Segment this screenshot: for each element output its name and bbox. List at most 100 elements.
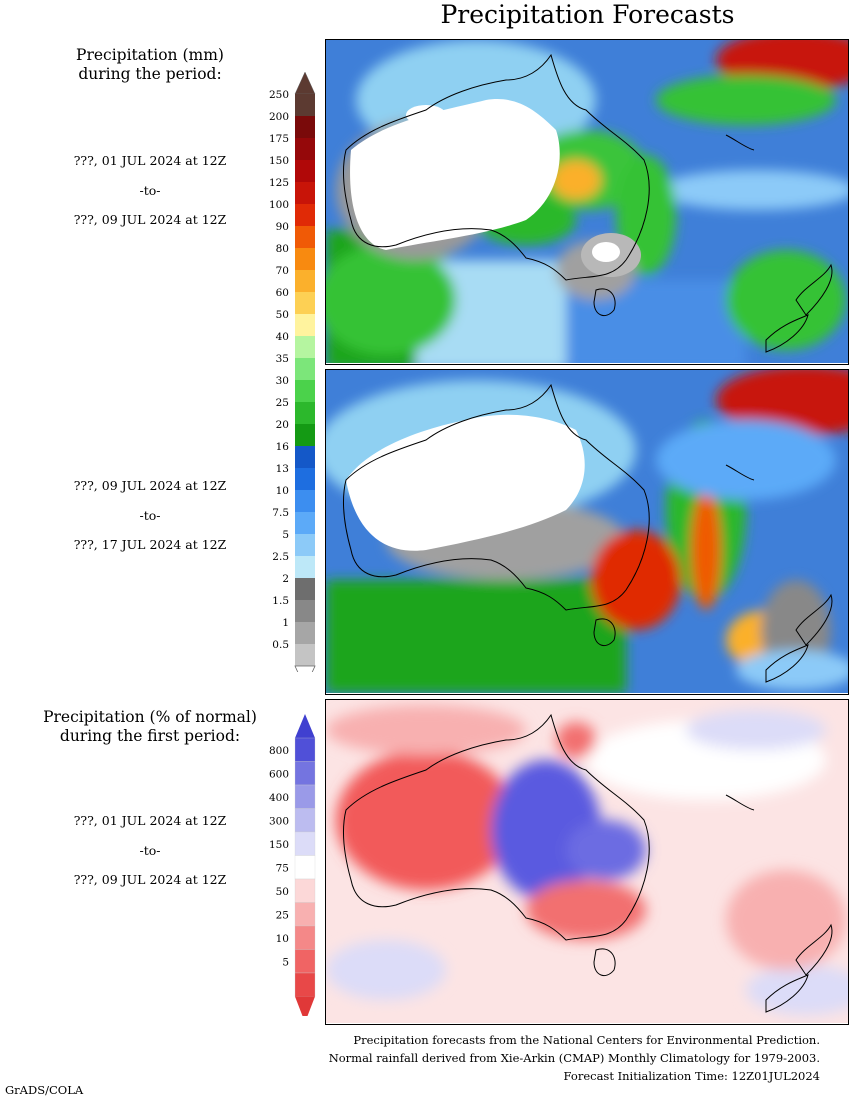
- amount-colorbar-segment: [295, 160, 315, 182]
- amount-colorbar-tick-label: 40: [276, 331, 289, 343]
- amount-colorbar-tick-label: 60: [276, 287, 289, 299]
- amount-colorbar-segment: [295, 556, 315, 578]
- percent-colorbar-tick-label: 5: [282, 956, 289, 968]
- percent-colorbar-tick-label: 10: [276, 933, 289, 945]
- amount-colorbar-segment: [295, 292, 315, 314]
- amount-colorbar-tick-label: 2.5: [272, 551, 289, 563]
- period1-start: ???, 01 JUL 2024 at 12Z: [73, 153, 227, 168]
- footnote-init-time: Forecast Initialization Time: 12Z01JUL20…: [563, 1069, 820, 1083]
- period2-start: ???, 09 JUL 2024 at 12Z: [73, 478, 227, 493]
- amount-colorbar-segment: [295, 424, 315, 446]
- amount-colorbar-segment: [295, 512, 315, 534]
- amount-colorbar-tick-label: 50: [276, 309, 289, 321]
- period2-separator: -to-: [139, 508, 161, 523]
- percent-period-start: ???, 01 JUL 2024 at 12Z: [73, 813, 227, 828]
- amount-colorbar-segment: [295, 248, 315, 270]
- percent-colorbar-segment: [294, 761, 316, 786]
- amount-colorbar-segment: [295, 314, 315, 336]
- amount-colorbar-tick-label: 2: [282, 573, 289, 585]
- amount-colorbar-tick-label: 5: [282, 529, 289, 541]
- amount-colorbar-segment: [295, 446, 315, 468]
- amount-colorbar-tick-label: 25: [276, 397, 289, 409]
- amount-colorbar-segment: [295, 490, 315, 512]
- amount-colorbar-tick-label: 7.5: [272, 507, 289, 519]
- period1-end: ???, 09 JUL 2024 at 12Z: [73, 212, 227, 227]
- period2-end: ???, 17 JUL 2024 at 12Z: [73, 537, 227, 552]
- percent-colorbar-svg: 800 600 400 300 150 75 50 25 10 5: [269, 714, 316, 1023]
- amount-colorbar-segment: [295, 226, 315, 248]
- amount-colorbar-tick-label: 10: [276, 485, 289, 497]
- precip-map-period2: [326, 370, 848, 693]
- amount-colorbar-segment: [295, 468, 315, 490]
- amount-colorbar-tick-label: 0.5: [272, 639, 289, 651]
- percent-colorbar-segment: [294, 878, 316, 903]
- percent-colorbar-tick-label: 75: [276, 862, 289, 874]
- amount-colorbar-tick-label: 35: [276, 353, 289, 365]
- amount-colorbar-segment: [295, 116, 315, 138]
- percent-colorbar-tick-label: 800: [269, 745, 289, 757]
- amount-colorbar-segment: [295, 270, 315, 292]
- amount-colorbar-tick-label: 70: [276, 265, 289, 277]
- amount-colorbar-tick-label: 13: [276, 463, 289, 475]
- amount-heading-line2: during the period:: [78, 65, 222, 83]
- amount-colorbar-tick-label: 175: [269, 133, 289, 145]
- percent-heading-line2: during the first period:: [59, 727, 241, 745]
- amount-colorbar-segment: [295, 138, 315, 160]
- percent-colorbar: 800 600 400 300 150 75 50 25 10 5: [255, 714, 325, 1023]
- amount-colorbar-segment: [295, 380, 315, 402]
- amount-colorbar-svg: 2502001751501251009080706050403530252016…: [269, 71, 316, 689]
- amount-colorbar-bottom-arrow: [294, 665, 316, 689]
- amount-colorbar-tick-label: 200: [269, 111, 289, 123]
- percent-heading: Precipitation (% of normal) during the f…: [20, 708, 280, 746]
- percent-colorbar-segment: [294, 831, 316, 856]
- amount-colorbar-segment: [295, 644, 315, 666]
- amount-colorbar-segment: [295, 402, 315, 424]
- footnote-source: Precipitation forecasts from the Nationa…: [353, 1033, 820, 1047]
- percent-colorbar-segment: [294, 808, 316, 833]
- amount-colorbar-tick-label: 250: [269, 89, 289, 101]
- percent-colorbar-segment: [294, 737, 316, 762]
- amount-colorbar-segment: [295, 578, 315, 600]
- amount-colorbar-tick-label: 125: [269, 177, 289, 189]
- amount-colorbar-tick-label: 1: [282, 617, 289, 629]
- amount-colorbar-tick-label: 20: [276, 419, 289, 431]
- map-panel-period1: [325, 39, 849, 365]
- amount-colorbar-tick-label: 30: [276, 375, 289, 387]
- amount-colorbar-tick-label: 90: [276, 221, 289, 233]
- amount-colorbar-segment: [295, 94, 315, 116]
- page-title: Precipitation Forecasts: [440, 0, 735, 29]
- amount-colorbar-segment: [295, 182, 315, 204]
- amount-colorbar-segment: [295, 358, 315, 380]
- map-panel-percent-normal: [325, 699, 849, 1025]
- amount-colorbar-segment: [295, 336, 315, 358]
- percent-colorbar-tick-label: 25: [276, 909, 289, 921]
- amount-colorbar-segment: [295, 622, 315, 644]
- percent-colorbar-segment: [294, 949, 316, 974]
- precip-map-period1: [326, 40, 848, 363]
- footnote-climatology: Normal rainfall derived from Xie-Arkin (…: [328, 1051, 820, 1065]
- amount-colorbar-segment: [295, 204, 315, 226]
- amount-colorbar-top-arrow: [294, 71, 316, 95]
- percent-colorbar-segment: [294, 902, 316, 927]
- percent-heading-line1: Precipitation (% of normal): [43, 708, 257, 726]
- amount-colorbar-tick-label: 150: [269, 155, 289, 167]
- percent-colorbar-tick-label: 400: [269, 792, 289, 804]
- percent-colorbar-tick-label: 300: [269, 815, 289, 827]
- amount-heading-line1: Precipitation (mm): [76, 46, 224, 64]
- amount-colorbar-tick-label: 100: [269, 199, 289, 211]
- amount-colorbar-segment: [295, 600, 315, 622]
- percent-colorbar-segment: [294, 784, 316, 809]
- percent-period-separator: -to-: [139, 843, 161, 858]
- percent-colorbar-tick-label: 150: [269, 839, 289, 851]
- percent-colorbar-tick-label: 600: [269, 768, 289, 780]
- percent-colorbar-top-arrow: [295, 714, 315, 738]
- percent-colorbar-segment: [294, 855, 316, 880]
- map-panel-period2: [325, 369, 849, 695]
- percent-colorbar-bottom-arrow: [295, 996, 315, 1023]
- percent-period-end: ???, 09 JUL 2024 at 12Z: [73, 872, 227, 887]
- period1-separator: -to-: [139, 183, 161, 198]
- amount-colorbar-tick-label: 16: [276, 441, 290, 453]
- percent-normal-map: [326, 700, 848, 1023]
- percent-colorbar-tick-label: 50: [276, 886, 289, 898]
- amount-heading: Precipitation (mm) during the period:: [20, 46, 280, 84]
